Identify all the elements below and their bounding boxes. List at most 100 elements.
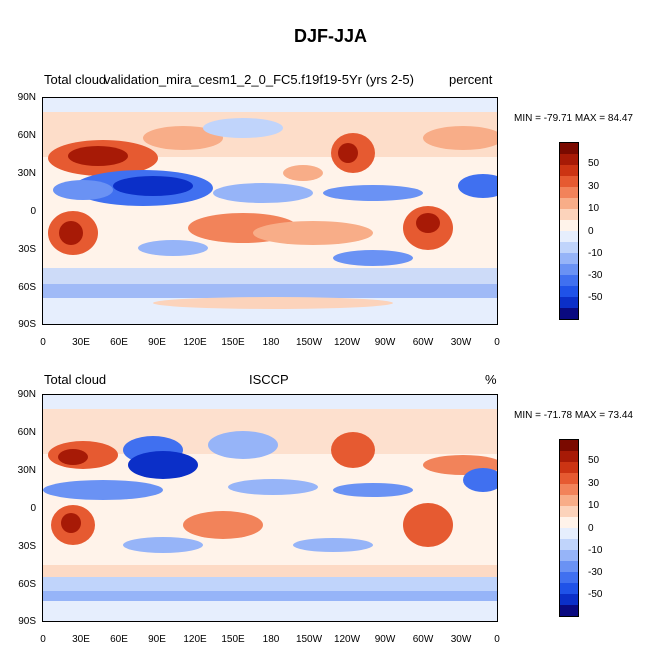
lon-label: 30E (72, 337, 90, 348)
lon-label: 150E (221, 337, 245, 348)
colorbar-label: -10 (588, 248, 603, 259)
colorbar-swatch (560, 440, 578, 451)
lon-label: 60W (412, 337, 434, 348)
min-max-readout: MIN = -79.71 MAX = 84.47 (514, 113, 633, 124)
cloud-difference-map (42, 394, 498, 622)
lon-label: 120E (183, 634, 207, 645)
colorbar-swatch (560, 528, 578, 539)
lat-label: 60S (18, 579, 36, 590)
lon-label: 90W (374, 337, 396, 348)
panel-center-label: validation_mira_cesm1_2_0_FC5.f19f19-5Yr… (104, 72, 414, 87)
lat-label: 30N (17, 465, 36, 476)
lon-label: 90E (148, 337, 166, 348)
colorbar-swatch (560, 462, 578, 473)
lon-label: 150E (221, 634, 245, 645)
lat-label: 60S (18, 282, 36, 293)
colorbar-swatch (560, 231, 578, 242)
colorbar-label: 0 (588, 523, 594, 534)
lat-label: 90N (17, 389, 36, 400)
lon-label: 0 (40, 634, 46, 645)
colorbar-swatch (560, 484, 578, 495)
lon-label: 0 (494, 337, 500, 348)
lon-label: 60W (412, 634, 434, 645)
colorbar-label: -10 (588, 545, 603, 556)
panel-left-label: Total cloud (44, 72, 107, 87)
colorbar-swatch (560, 539, 578, 550)
lon-label: 60E (110, 634, 128, 645)
colorbar-swatch (560, 550, 578, 561)
colorbar-swatch (560, 286, 578, 297)
lon-label: 120E (183, 337, 207, 348)
colorbar-swatch (560, 198, 578, 209)
colorbar (559, 142, 579, 320)
lon-label: 180 (262, 634, 280, 645)
colorbar-swatch (560, 143, 578, 154)
colorbar-swatch (560, 605, 578, 616)
colorbar-swatch (560, 220, 578, 231)
colorbar-label: 30 (588, 181, 600, 192)
lon-label: 30E (72, 634, 90, 645)
cloud-difference-map (42, 97, 498, 325)
colorbar-swatch (560, 165, 578, 176)
colorbar-swatch (560, 297, 578, 308)
lat-label: 30S (18, 244, 36, 255)
colorbar-swatch (560, 209, 578, 220)
colorbar-swatch (560, 308, 578, 319)
colorbar-swatch (560, 583, 578, 594)
colorbar-swatch (560, 275, 578, 286)
lon-label: 30W (450, 634, 472, 645)
panel-center-label: ISCCP (249, 372, 289, 387)
colorbar-swatch (560, 594, 578, 605)
colorbar-swatch (560, 187, 578, 198)
lon-label: 30W (450, 337, 472, 348)
lat-label: 30S (18, 541, 36, 552)
lat-label: 90N (17, 92, 36, 103)
map-field (43, 395, 497, 621)
min-max-readout: MIN = -71.78 MAX = 73.44 (514, 410, 633, 421)
lon-label: 0 (494, 634, 500, 645)
colorbar-label: -50 (588, 292, 603, 303)
lon-label: 180 (262, 337, 280, 348)
colorbar-label: 10 (588, 500, 600, 511)
colorbar-swatch (560, 495, 578, 506)
lat-label: 60N (17, 130, 36, 141)
colorbar-swatch (560, 451, 578, 462)
colorbar-swatch (560, 473, 578, 484)
lon-label: 90E (148, 634, 166, 645)
lon-label: 150W (295, 337, 323, 348)
colorbar-swatch (560, 572, 578, 583)
colorbar-swatch (560, 154, 578, 165)
lat-label: 90S (18, 616, 36, 627)
colorbar-swatch (560, 561, 578, 572)
lat-label: 0 (30, 206, 36, 217)
lon-label: 150W (295, 634, 323, 645)
colorbar-swatch (560, 506, 578, 517)
panel-left-label: Total cloud (44, 372, 107, 387)
panel-right-label: % (485, 372, 497, 387)
colorbar-label: 10 (588, 203, 600, 214)
colorbar-label: 30 (588, 478, 600, 489)
lon-label: 120W (333, 337, 361, 348)
lon-label: 0 (40, 337, 46, 348)
colorbar-label: 0 (588, 226, 594, 237)
colorbar-swatch (560, 242, 578, 253)
lat-label: 90S (18, 319, 36, 330)
colorbar-label: -50 (588, 589, 603, 600)
map-field (43, 98, 497, 324)
colorbar-swatch (560, 253, 578, 264)
lon-label: 60E (110, 337, 128, 348)
panel-right-label: percent (449, 72, 493, 87)
lon-label: 90W (374, 634, 396, 645)
colorbar-swatch (560, 264, 578, 275)
colorbar-label: 50 (588, 455, 600, 466)
colorbar-swatch (560, 176, 578, 187)
lon-label: 120W (333, 634, 361, 645)
lat-label: 30N (17, 168, 36, 179)
colorbar (559, 439, 579, 617)
lat-label: 0 (30, 503, 36, 514)
colorbar-label: 50 (588, 158, 600, 169)
colorbar-label: -30 (588, 567, 603, 578)
figure-title: DJF-JJA (293, 26, 368, 46)
colorbar-swatch (560, 517, 578, 528)
lat-label: 60N (17, 427, 36, 438)
